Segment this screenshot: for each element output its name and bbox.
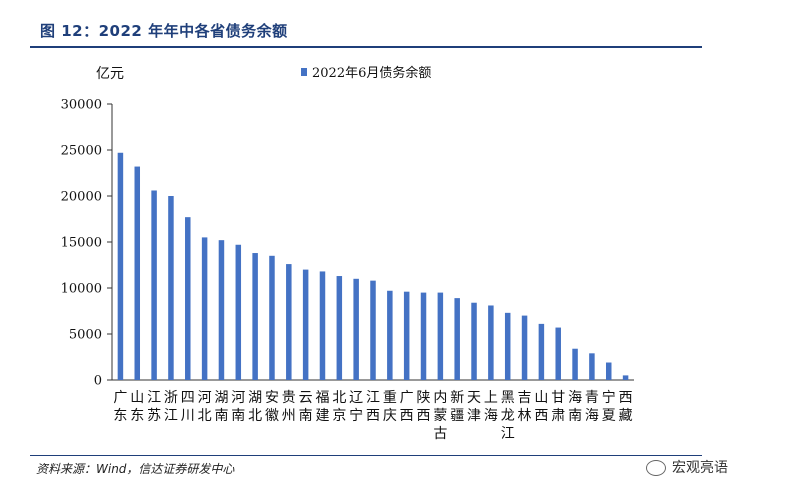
x-tick-label: 黑龙江 xyxy=(501,390,515,442)
y-tick-label: 30000 xyxy=(61,98,102,113)
bar xyxy=(471,302,477,380)
x-tick-label: 湖南 xyxy=(214,390,228,424)
wechat-icon xyxy=(646,460,666,476)
x-tick-label: 贵州 xyxy=(282,390,296,424)
x-tick-label: 湖北 xyxy=(248,390,262,424)
bar xyxy=(269,255,275,380)
watermark: 宏观亮语 xyxy=(646,457,728,477)
figure-title: 图 12：2022 年年中各省债务余额 xyxy=(40,22,288,40)
x-tick-label: 吉林 xyxy=(518,390,532,424)
x-tick-label: 福建 xyxy=(315,390,329,424)
x-tick-label: 上海 xyxy=(484,390,498,424)
bar xyxy=(151,190,157,380)
x-tick-label: 青海 xyxy=(585,390,599,424)
x-tick-label: 云南 xyxy=(299,390,313,424)
bar xyxy=(454,298,460,380)
bar xyxy=(504,312,511,380)
x-tick-label: 江苏 xyxy=(147,390,161,424)
title-rule xyxy=(30,46,702,48)
bar xyxy=(488,305,494,380)
bar xyxy=(420,292,427,380)
bar xyxy=(302,269,309,380)
x-tick-label: 天津 xyxy=(467,390,481,424)
x-tick-label: 山东 xyxy=(130,390,144,424)
watermark-text: 宏观亮语 xyxy=(672,460,728,476)
x-tick-label: 重庆 xyxy=(383,390,397,424)
legend-label: 2022年6月债务余额 xyxy=(312,65,431,81)
x-tick-label: 内蒙古 xyxy=(433,390,447,442)
footer-rule xyxy=(30,455,702,456)
x-tick-label: 河南 xyxy=(231,390,245,424)
bar xyxy=(370,280,376,380)
y-axis-label: 亿元 xyxy=(96,66,124,82)
bar xyxy=(403,291,410,380)
x-tick-label: 安徽 xyxy=(265,390,279,424)
bar xyxy=(235,244,242,380)
bar xyxy=(134,166,141,380)
bar xyxy=(538,323,545,380)
bar xyxy=(605,362,612,380)
x-tick-label: 河北 xyxy=(198,390,212,424)
legend-swatch xyxy=(301,68,307,76)
y-tick-label: 5000 xyxy=(69,328,102,343)
bar xyxy=(353,278,359,380)
x-tick-label: 海南 xyxy=(568,390,582,424)
bar xyxy=(437,292,444,380)
bar xyxy=(252,253,258,380)
x-tick-label: 新疆 xyxy=(450,390,464,424)
bar xyxy=(185,217,191,380)
y-tick-label: 15000 xyxy=(61,236,102,251)
x-tick-label: 宁夏 xyxy=(602,389,616,424)
x-tick-label: 陕西 xyxy=(417,390,431,424)
bar xyxy=(117,152,124,380)
x-tick-label: 西藏 xyxy=(619,390,633,424)
x-tick-label: 江西 xyxy=(366,390,380,424)
bar xyxy=(589,353,595,380)
bar xyxy=(622,375,629,380)
x-tick-label: 浙江 xyxy=(164,390,178,424)
x-tick-label: 辽宁 xyxy=(349,390,363,424)
y-tick-label: 25000 xyxy=(61,144,102,159)
y-tick-label: 20000 xyxy=(61,190,102,205)
x-tick-label: 北京 xyxy=(332,390,346,424)
bar xyxy=(521,315,528,380)
y-tick-label: 0 xyxy=(94,374,102,389)
bar xyxy=(555,327,561,380)
x-tick-label: 四川 xyxy=(181,390,195,424)
bar xyxy=(572,348,578,380)
y-tick-label: 10000 xyxy=(61,282,102,297)
x-tick-label: 广东 xyxy=(113,390,127,424)
bar xyxy=(286,264,292,380)
bar xyxy=(336,276,343,380)
bar xyxy=(319,271,326,380)
bar xyxy=(201,237,208,380)
x-tick-label: 山西 xyxy=(534,390,548,424)
x-tick-label: 甘肃 xyxy=(551,390,565,424)
x-tick-label: 广西 xyxy=(400,390,414,424)
bar xyxy=(218,240,225,380)
bar xyxy=(168,196,174,380)
bar xyxy=(387,290,393,380)
source-note: 资料来源：Wind，信达证券研发中心 xyxy=(36,462,235,476)
